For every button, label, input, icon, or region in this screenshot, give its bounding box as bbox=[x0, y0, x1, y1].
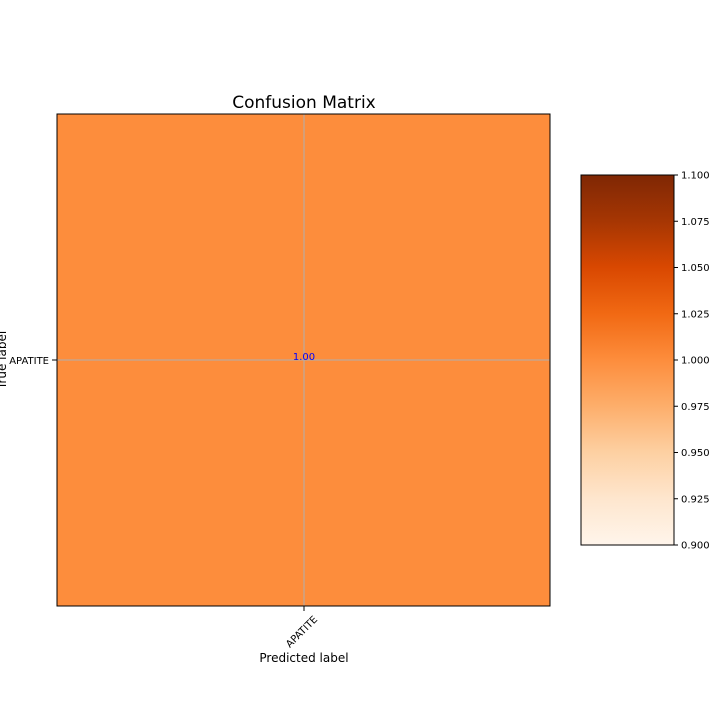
colorbar-tick-label: 1.025 bbox=[681, 309, 710, 320]
colorbar-tick-label: 1.075 bbox=[681, 217, 710, 228]
cell-value-label: 1.00 bbox=[293, 352, 315, 363]
colorbar-tick-label: 1.000 bbox=[681, 356, 710, 367]
colorbar-tick-label: 0.900 bbox=[681, 541, 710, 552]
colorbar-tick-label: 0.975 bbox=[681, 402, 710, 413]
colorbar-tick-label: 0.925 bbox=[681, 494, 710, 505]
y-tick-label: APATITE bbox=[9, 356, 49, 367]
y-axis-label: True label bbox=[0, 331, 9, 390]
colorbar-gradient bbox=[581, 175, 674, 545]
colorbar-tick-label: 1.050 bbox=[681, 263, 710, 274]
chart-title: Confusion Matrix bbox=[232, 93, 376, 113]
x-axis-label: Predicted label bbox=[259, 651, 348, 665]
plot-area: 1.00 APATITE APATITE Predicted label Tru… bbox=[0, 113, 551, 665]
colorbar-tick-label: 1.100 bbox=[681, 171, 710, 182]
x-tick-label: APATITE bbox=[284, 614, 320, 650]
colorbar: 0.900 0.925 0.950 0.975 1.000 1.025 1.050 1.075… bbox=[580, 171, 710, 552]
colorbar-tick-label: 0.950 bbox=[681, 448, 710, 459]
